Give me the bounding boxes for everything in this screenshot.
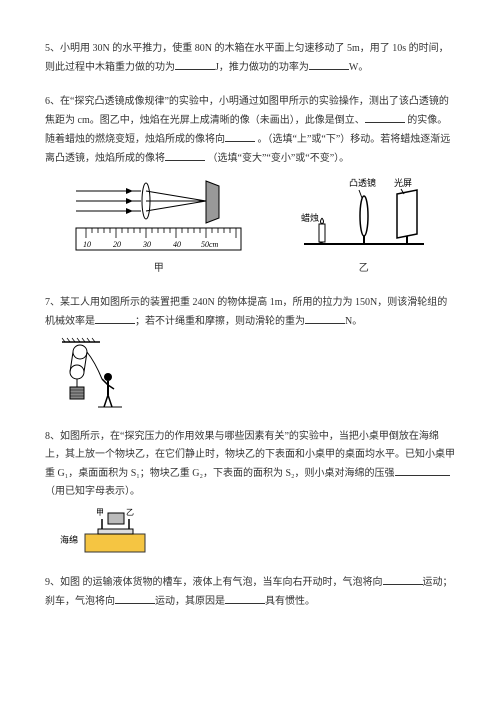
candle-label: 蜡烛 [301, 212, 319, 223]
label-jia: 甲 [154, 260, 164, 278]
blank [305, 312, 345, 324]
sponge-diagram: 海绵 甲 乙 [60, 507, 155, 557]
blank [395, 464, 450, 476]
jia-text: 甲 [96, 508, 104, 517]
q7-u: N。 [345, 316, 362, 327]
q5-u1: J，推力做功的功率为 [215, 62, 309, 73]
blank [95, 312, 135, 324]
q9-l1d: 具有惯性。 [265, 596, 315, 607]
candle-lens-screen: 凸透镜 光屏 蜡烛 [299, 176, 429, 256]
q6-l2d: （选填“变大”“变小”或“不变”）。 [208, 153, 350, 164]
q8-l1: 8、如图所示，在“探究压力的作用效果与哪些因素有关”的实验中，当把小桌甲倒放在海… [45, 431, 455, 479]
yi-text: 乙 [126, 508, 134, 517]
lens-ruler-diagram: 10 20 30 40 50cm [71, 176, 246, 256]
blank [309, 58, 349, 70]
blank [115, 592, 155, 604]
blank [165, 149, 205, 161]
svg-text:20: 20 [113, 240, 121, 249]
question-9: 9、如图 的运输液体货物的槽车，液体上有气泡，当车向右开动时，气泡将向运动；刹车… [45, 573, 455, 611]
blank [225, 592, 265, 604]
svg-text:30: 30 [142, 240, 151, 249]
q7-l2: ；若不计绳重和摩擦，则动滑轮的重为 [135, 316, 305, 327]
q9-l1: 9、如图 的运输液体货物的槽车，液体上有气泡，当车向右开动时，气泡将向 [45, 577, 383, 588]
svg-text:10: 10 [83, 240, 91, 249]
figure-pulley [60, 337, 455, 412]
question-7: 7、某工人用如图所示的装置把重 240N 的物体提高 1m，所用的拉力为 150… [45, 294, 455, 412]
q5-u2: W。 [349, 62, 368, 73]
figure-jia: 10 20 30 40 50cm 甲 [71, 176, 246, 278]
blank [175, 58, 215, 70]
q9-l1c: 运动，其原因是 [155, 596, 225, 607]
screen-label: 光屏 [394, 177, 412, 188]
q6-figures: 10 20 30 40 50cm 甲 凸透镜 光屏 蜡烛 [45, 176, 455, 278]
sponge-text: 海绵 [60, 534, 78, 545]
pulley-diagram [60, 337, 125, 412]
blank [225, 130, 255, 142]
q8-l1b: （用已知字母表示）。 [45, 486, 140, 497]
blank [365, 111, 405, 123]
question-6: 6、在“探究凸透镜成像规律”的实验中，小明通过如图甲所示的实验操作，测出了该凸透… [45, 93, 455, 278]
label-yi: 乙 [359, 260, 369, 278]
svg-text:50cm: 50cm [201, 240, 219, 249]
question-8: 8、如图所示，在“探究压力的作用效果与哪些因素有关”的实验中，当把小桌甲倒放在海… [45, 428, 455, 557]
svg-text:40: 40 [173, 240, 181, 249]
figure-yi: 凸透镜 光屏 蜡烛 乙 [299, 176, 429, 278]
q6-l2: cm。图乙中，烛焰在光屏上成清晰的像（未画出），此像是倒立、 [78, 115, 365, 126]
lens-label: 凸透镜 [349, 177, 376, 188]
blank [383, 573, 423, 585]
question-5: 5、小明用 30N 的水平推力，使重 80N 的木箱在水平面上匀速移动了 5m，… [45, 40, 455, 77]
figure-sponge: 海绵 甲 乙 [60, 507, 455, 557]
